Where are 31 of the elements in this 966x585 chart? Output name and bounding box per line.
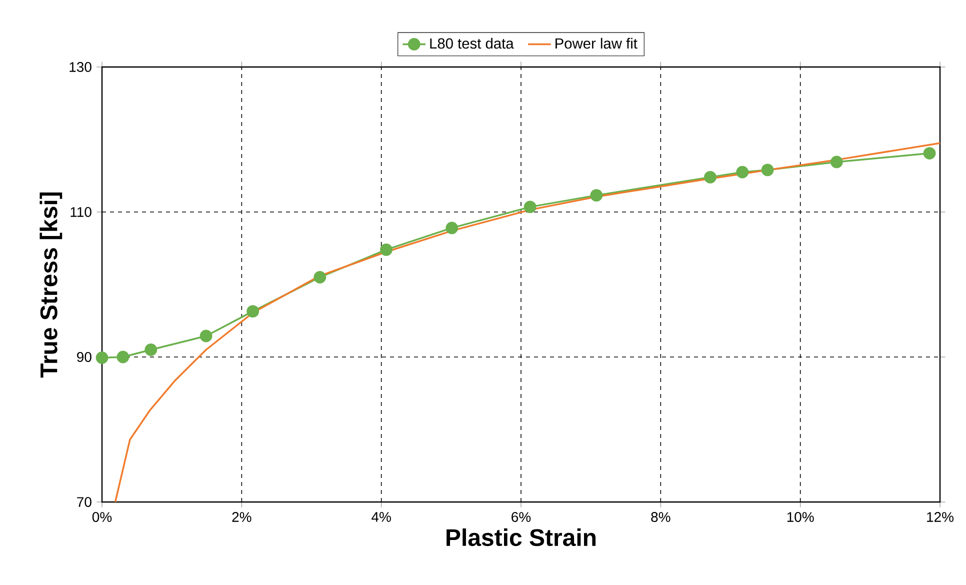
x-tick-label: 8% bbox=[651, 512, 670, 522]
point bbox=[314, 271, 326, 284]
point bbox=[590, 189, 603, 202]
point bbox=[736, 166, 749, 178]
point bbox=[923, 147, 936, 160]
point bbox=[144, 344, 158, 356]
point bbox=[246, 305, 260, 318]
point bbox=[380, 243, 392, 256]
y-tick-label: 130 bbox=[70, 62, 92, 72]
x-tick-label: 12% bbox=[927, 512, 954, 522]
x-tick-label: 0% bbox=[92, 512, 112, 522]
y-tick-label: 110 bbox=[70, 207, 92, 217]
point bbox=[704, 170, 716, 184]
line-series bbox=[114, 142, 940, 502]
point bbox=[761, 164, 774, 176]
x-tick-label: 4% bbox=[372, 512, 391, 522]
x-tick-label: 2% bbox=[232, 512, 252, 522]
y-axis-title: True Stress [ksi] bbox=[40, 192, 62, 378]
point bbox=[200, 330, 212, 342]
point bbox=[116, 350, 130, 364]
point bbox=[830, 156, 843, 168]
y-tick-label: 90 bbox=[77, 352, 92, 362]
x-axis-title: Plastic Strain bbox=[446, 528, 596, 546]
point bbox=[524, 200, 536, 214]
point bbox=[96, 352, 108, 364]
point bbox=[446, 222, 458, 234]
legend-label: L80 test data bbox=[430, 38, 514, 49]
y-tick-label: 70 bbox=[77, 497, 92, 507]
x-tick-label: 6% bbox=[512, 512, 531, 522]
x-tick-label: 10% bbox=[787, 512, 814, 522]
legend-label: Power law fit bbox=[556, 38, 638, 49]
